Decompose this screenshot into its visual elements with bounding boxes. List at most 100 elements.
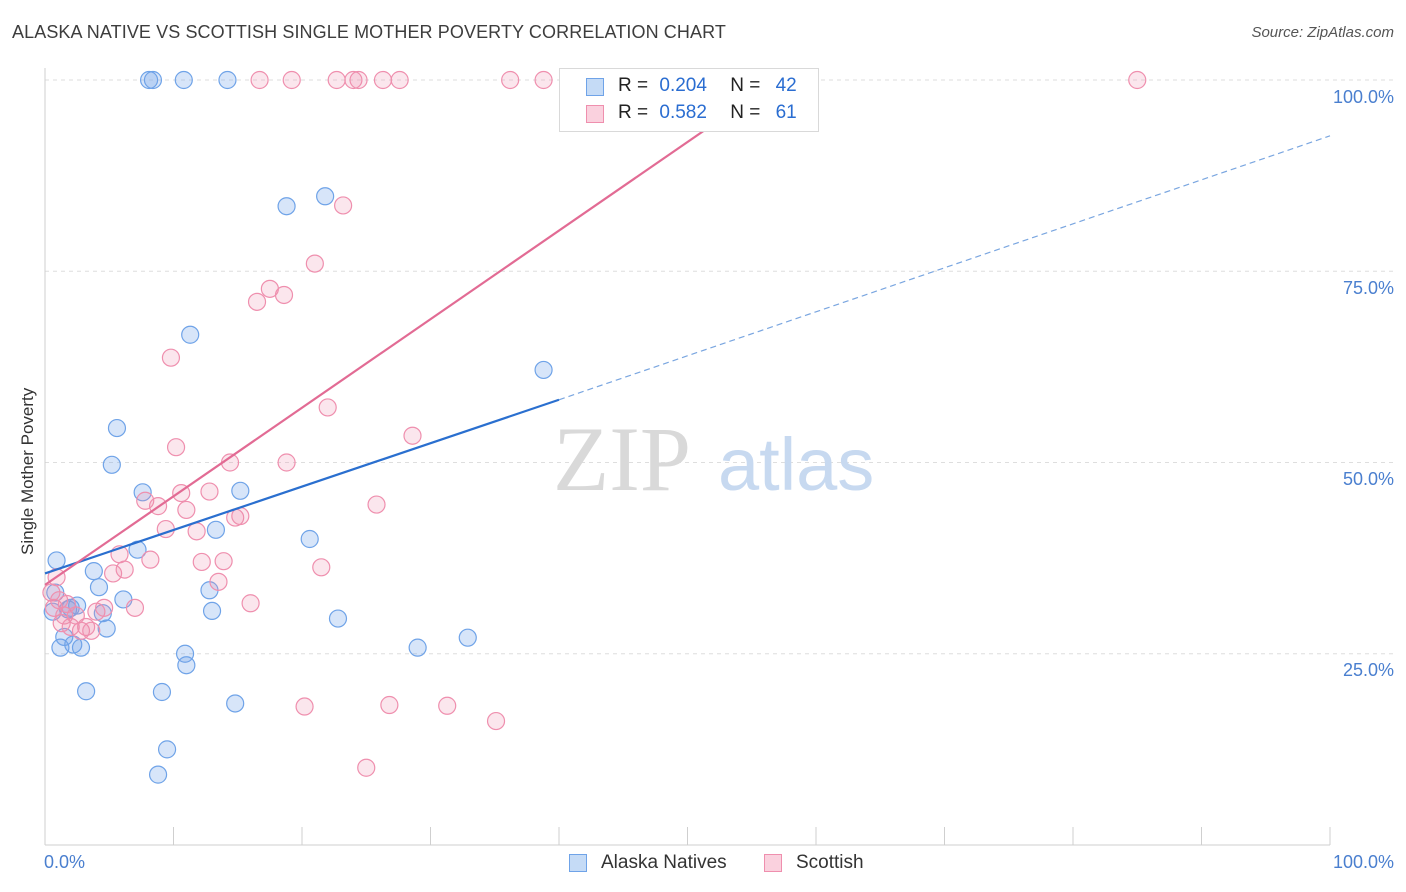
scottish-point xyxy=(357,758,376,777)
bottom-legend-swatch-blue xyxy=(569,854,587,872)
alaska-trend-line xyxy=(44,398,560,575)
scottish-point xyxy=(277,453,296,472)
y-axis-label: Single Mother Poverty xyxy=(18,387,37,555)
scottish-point xyxy=(403,426,422,445)
alaska-native-point xyxy=(152,682,172,702)
scottish-point xyxy=(274,285,294,305)
watermark: ZIP atlas xyxy=(553,408,874,510)
source-label: Source: ZipAtlas.com xyxy=(1251,24,1394,41)
chart-title: ALASKA NATIVE VS SCOTTISH SINGLE MOTHER … xyxy=(12,22,726,42)
scottish-point xyxy=(187,522,206,541)
alaska-native-point xyxy=(534,360,553,380)
scottish-point xyxy=(82,621,101,640)
alaska-native-point xyxy=(316,187,335,206)
scottish-point xyxy=(318,398,337,417)
alaska-native-point xyxy=(89,578,109,597)
alaska-native-point xyxy=(97,619,116,638)
legend-r-label: R = xyxy=(618,75,649,96)
alaska-native-point xyxy=(226,694,245,713)
alaska-native-point xyxy=(148,765,168,784)
alaska-native-point xyxy=(174,70,193,90)
scottish-point xyxy=(312,558,331,577)
scottish-point xyxy=(166,438,186,457)
alaska-native-point xyxy=(231,481,250,500)
bottom-legend-alaska: Alaska Natives xyxy=(569,852,727,874)
scottish-point xyxy=(61,617,80,637)
alaska-native-point xyxy=(277,197,296,216)
y-tick-label: 75.0% xyxy=(1342,278,1394,298)
scottish-point xyxy=(241,594,260,613)
scottish-point xyxy=(177,500,196,520)
alaska-native-point xyxy=(175,644,195,663)
scottish-point xyxy=(295,697,314,716)
alaska-native-point xyxy=(71,638,91,657)
scottish-point xyxy=(344,70,363,90)
axes xyxy=(44,68,1331,846)
alaska-native-point xyxy=(143,70,163,90)
scottish-point xyxy=(141,550,160,569)
watermark-atlas: atlas xyxy=(718,423,874,506)
scottish-point xyxy=(349,70,368,90)
scottish-point xyxy=(1128,70,1147,90)
scottish-point xyxy=(501,70,520,90)
scatter-points xyxy=(42,70,1147,784)
alaska-native-point xyxy=(300,529,319,549)
alaska-native-point xyxy=(458,628,477,647)
scottish-point xyxy=(327,70,346,90)
scottish-point xyxy=(200,482,219,501)
scottish-point xyxy=(115,560,134,579)
scottish-point xyxy=(192,552,211,572)
y-tick-label: 25.0% xyxy=(1342,660,1394,680)
scottish-point xyxy=(390,70,409,90)
scottish-point xyxy=(247,292,267,311)
legend-swatch-blue xyxy=(586,78,604,96)
scottish-point xyxy=(373,70,393,90)
legend-n-value: 61 xyxy=(775,102,797,123)
scottish-point xyxy=(367,495,386,514)
alaska-native-point xyxy=(102,455,121,474)
alaska-native-point xyxy=(181,325,200,344)
scottish-point xyxy=(534,70,553,90)
legend-n-value: 42 xyxy=(775,75,797,96)
alaska-native-point xyxy=(157,740,177,759)
scottish-point xyxy=(305,254,324,273)
gridlines xyxy=(45,79,1395,655)
scottish-point xyxy=(161,348,181,367)
alaska-native-point xyxy=(107,418,127,438)
scottish-point xyxy=(334,196,353,215)
legend-swatch-pink xyxy=(586,105,604,123)
alaska-native-point xyxy=(177,656,196,675)
x-tick-label: 0.0% xyxy=(44,852,86,872)
legend-r-value: 0.204 xyxy=(659,75,707,96)
y-tick-label: 50.0% xyxy=(1342,469,1394,489)
trend-lines xyxy=(44,79,1331,586)
alaska-native-point xyxy=(408,638,427,657)
scottish-point xyxy=(104,564,123,583)
bottom-legend-label: Scottish xyxy=(796,852,864,873)
alaska-native-point xyxy=(139,70,159,90)
scottish-point xyxy=(380,695,399,715)
alaska-native-point xyxy=(77,682,96,701)
alaska-native-point xyxy=(84,562,103,581)
legend-r-value: 0.582 xyxy=(659,102,707,123)
legend-n-label: N = xyxy=(730,75,761,96)
alaska-trend-extension xyxy=(558,135,1331,401)
scottish-point xyxy=(214,552,233,571)
scottish-point xyxy=(282,70,301,90)
scottish-point xyxy=(250,70,269,90)
bottom-legend-scottish: Scottish xyxy=(764,852,864,874)
alaska-native-point xyxy=(206,520,226,539)
bottom-legend-label: Alaska Natives xyxy=(601,852,727,873)
legend: R = 0.204 N = 42 R = 0.582 N = 61 xyxy=(559,68,819,132)
legend-r-label: R = xyxy=(618,102,649,123)
alaska-native-point xyxy=(218,70,237,90)
scottish-point xyxy=(209,572,228,591)
legend-n-label: N = xyxy=(730,102,761,123)
scottish-point xyxy=(95,598,114,617)
scottish-point xyxy=(438,696,457,715)
alaska-native-point xyxy=(202,601,222,621)
scottish-point xyxy=(486,711,506,731)
watermark-zip: ZIP xyxy=(553,408,691,510)
bottom-legend-swatch-pink xyxy=(764,854,782,872)
